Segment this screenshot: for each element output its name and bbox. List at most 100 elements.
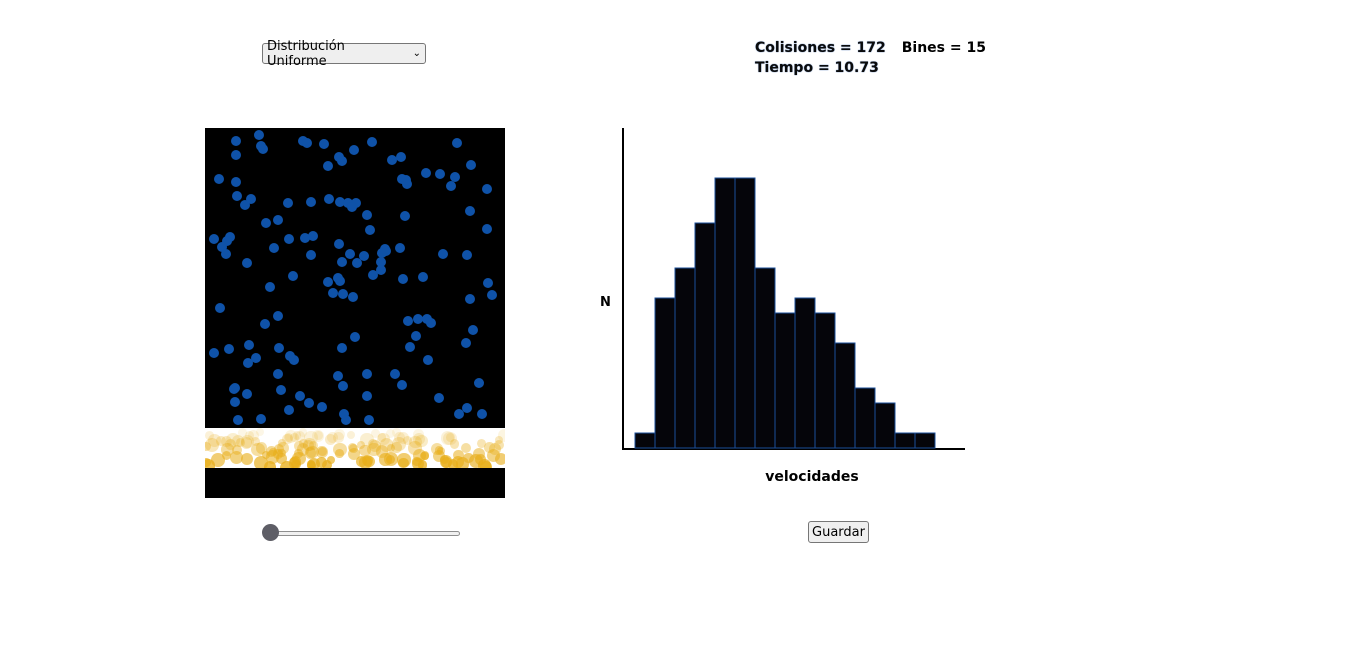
- heat-particle: [379, 453, 392, 466]
- heat-particle: [294, 449, 303, 458]
- slider-track[interactable]: [268, 531, 460, 536]
- heat-particle: [303, 438, 317, 451]
- collisions-counter: Colisiones = 172: [755, 40, 886, 56]
- bins-counter: Bines = 15: [901, 40, 986, 56]
- gas-particle: [434, 169, 445, 180]
- heat-particle: [379, 438, 394, 452]
- gas-particle: [230, 149, 241, 160]
- gas-particle: [224, 343, 235, 354]
- heat-particle: [247, 429, 259, 441]
- heat-particle: [393, 431, 405, 444]
- gas-particle: [462, 249, 473, 260]
- gas-particle: [268, 243, 279, 254]
- heat-particle: [460, 442, 472, 454]
- gas-particle: [482, 184, 493, 195]
- heat-particle: [347, 431, 356, 440]
- heat-particle: [254, 456, 269, 468]
- heat-particle: [349, 444, 358, 453]
- heat-particle: [205, 438, 220, 452]
- gas-particle: [259, 319, 270, 330]
- heat-particle: [494, 439, 505, 451]
- gas-particle: [362, 390, 373, 401]
- heat-particle: [472, 447, 486, 461]
- gas-particle: [423, 355, 434, 366]
- stats-panel: Colisiones = 172 Bines = 15 Tiempo = 10.7…: [755, 38, 986, 78]
- gas-particle: [375, 257, 386, 268]
- heat-particle: [292, 431, 302, 440]
- heat-particle: [403, 435, 413, 445]
- gas-particle: [452, 138, 463, 149]
- heat-particle: [377, 432, 390, 445]
- heat-particle: [347, 443, 357, 453]
- gas-particle: [284, 233, 295, 244]
- save-button[interactable]: Guardar: [808, 521, 869, 543]
- gas-particle: [361, 210, 372, 221]
- gas-particle: [294, 391, 305, 402]
- heat-particle: [448, 459, 459, 468]
- heat-particle: [367, 439, 378, 450]
- heat-particle: [205, 441, 211, 452]
- gas-particle: [254, 130, 265, 141]
- gas-particle: [396, 174, 407, 185]
- gas-particle: [241, 257, 252, 268]
- gas-particle: [264, 281, 275, 292]
- heat-particle: [479, 460, 492, 468]
- gas-particle: [335, 196, 346, 207]
- gas-particle: [209, 347, 220, 358]
- gas-particle: [351, 257, 362, 268]
- gas-particle: [229, 383, 240, 394]
- heat-particle: [367, 442, 381, 457]
- heat-particle: [412, 456, 423, 467]
- gas-particle: [333, 371, 344, 382]
- histogram-bar: [694, 222, 716, 449]
- heat-particle: [278, 439, 287, 448]
- heat-particle: [445, 433, 455, 443]
- histogram-bar: [914, 432, 936, 449]
- gas-particle: [401, 178, 412, 189]
- gas-particle: [397, 380, 408, 391]
- gas-particle: [346, 202, 357, 213]
- gas-particle: [287, 270, 298, 281]
- gas-particle: [323, 194, 334, 205]
- heat-particle: [316, 457, 327, 468]
- heat-particle: [453, 449, 464, 460]
- temperature-slider[interactable]: [262, 522, 462, 544]
- heat-particle: [304, 447, 317, 459]
- heat-particle: [360, 432, 374, 447]
- gas-particle: [461, 337, 472, 348]
- gas-particle: [232, 415, 243, 426]
- gas-particle: [333, 238, 344, 249]
- gas-particle: [302, 137, 313, 148]
- gas-particle: [275, 384, 286, 395]
- gas-particle: [386, 154, 397, 165]
- heat-particle: [318, 447, 327, 457]
- gas-particle: [319, 139, 330, 150]
- distribution-select[interactable]: Distribución Uniforme ⌄: [262, 39, 426, 69]
- heat-particle: [440, 457, 452, 468]
- gas-particle: [348, 291, 359, 302]
- gas-particle: [333, 272, 344, 283]
- gas-particle: [379, 243, 390, 254]
- gas-particle: [240, 200, 251, 211]
- histogram-bar: [714, 177, 736, 449]
- slider-thumb[interactable]: [262, 524, 279, 541]
- gas-particle: [231, 190, 242, 201]
- heat-particle: [288, 457, 300, 468]
- heat-particle: [361, 455, 373, 467]
- gas-particle: [477, 409, 488, 420]
- gas-particle: [217, 242, 228, 253]
- gas-particle: [336, 256, 347, 267]
- heat-particle: [225, 432, 240, 447]
- histogram-bar: [634, 432, 656, 449]
- heat-particle: [316, 445, 328, 458]
- gas-particle: [300, 232, 311, 243]
- heat-particle: [276, 453, 288, 464]
- time-counter: Tiempo = 10.73: [755, 60, 879, 76]
- histogram-bar: [894, 432, 916, 449]
- gas-particle: [337, 342, 347, 353]
- gas-particle: [350, 332, 361, 343]
- gas-particle: [220, 248, 231, 259]
- heat-particle: [385, 428, 396, 439]
- heat-particle: [216, 436, 226, 446]
- heat-particle: [205, 459, 216, 468]
